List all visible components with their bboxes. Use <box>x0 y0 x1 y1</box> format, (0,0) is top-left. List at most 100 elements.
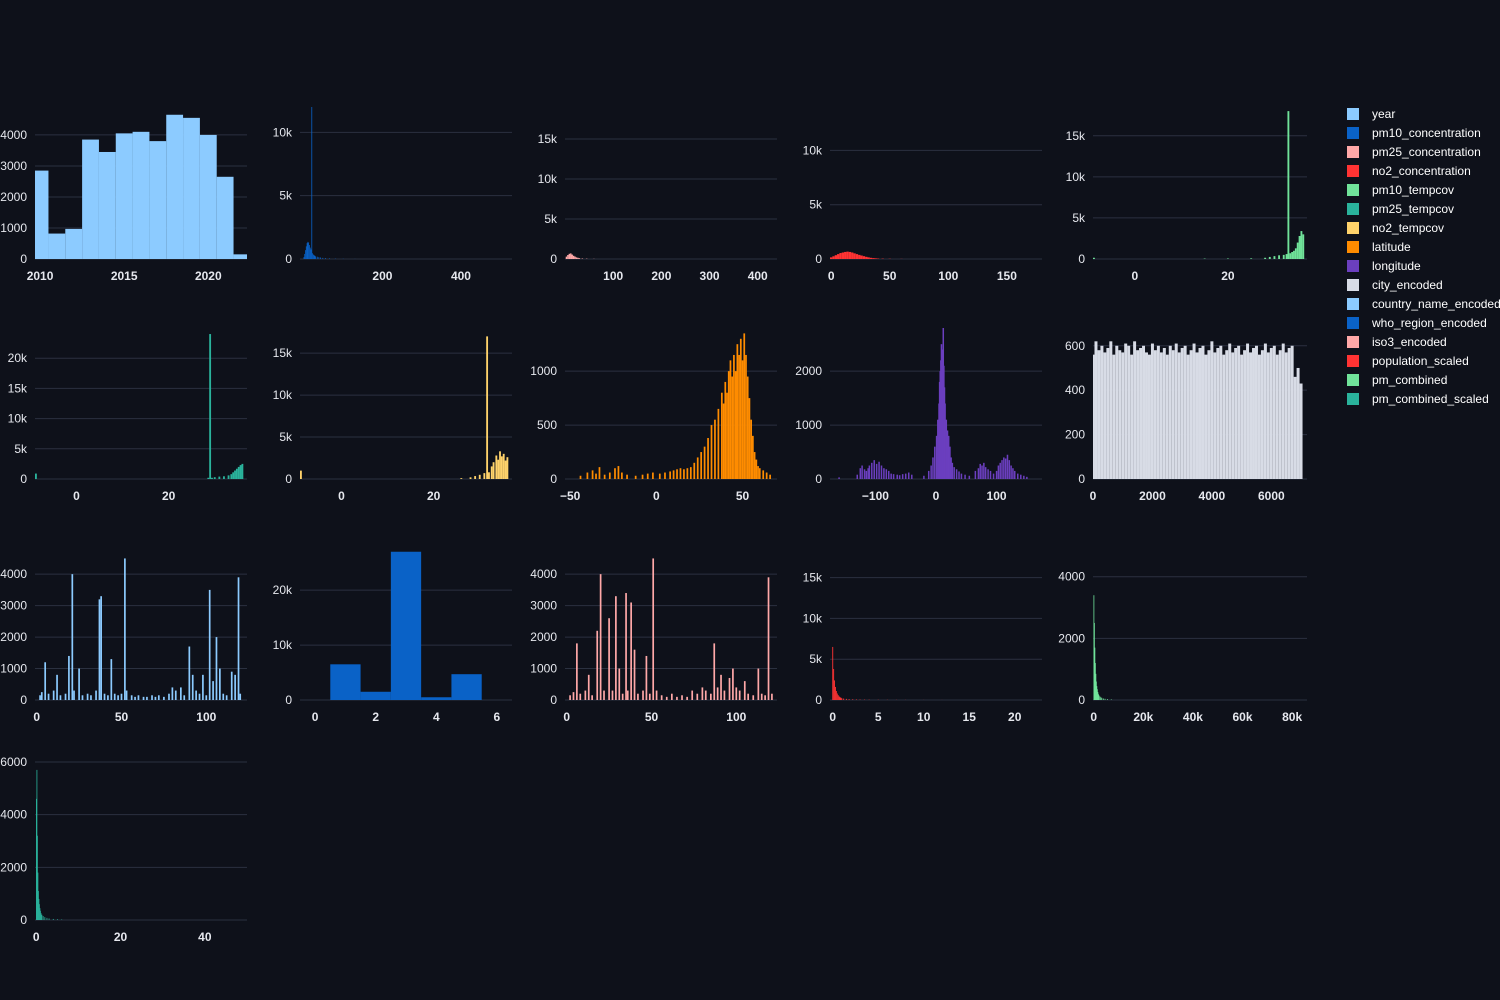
legend-item[interactable]: latitude <box>1347 240 1411 254</box>
histogram-bar <box>839 697 841 700</box>
histogram-bar <box>843 698 845 700</box>
histogram-bar <box>1250 258 1253 259</box>
y-tick-label: 2000 <box>530 630 557 644</box>
histogram-bar <box>748 398 751 479</box>
histogram-bar <box>307 241 309 259</box>
legend-item[interactable]: who_region_encoded <box>1347 316 1487 330</box>
y-tick-label: 4000 <box>0 808 27 822</box>
histogram-bar <box>1020 474 1022 479</box>
histogram-bar <box>860 255 863 259</box>
y-tick-label: 10k <box>1066 170 1086 184</box>
y-tick-label: 1000 <box>0 662 27 676</box>
histogram-bar <box>35 473 37 479</box>
histogram-bar <box>660 695 663 700</box>
histogram-bar <box>198 693 201 700</box>
x-tick-label: 100 <box>938 269 958 283</box>
histogram-bar <box>999 462 1001 479</box>
histogram-bar <box>840 697 842 700</box>
histogram-bar <box>834 255 838 259</box>
legend-item[interactable]: longitude <box>1347 259 1421 273</box>
histogram-bar <box>696 457 699 479</box>
histogram-bar <box>1257 354 1261 479</box>
legend-item[interactable]: pm10_tempcov <box>1347 183 1454 197</box>
legend-item[interactable]: year <box>1347 107 1395 121</box>
histogram-bar <box>1254 345 1258 479</box>
subplot-who-region-encoded: 0 10k 20k 0 2 4 6 <box>273 551 512 724</box>
histogram-bar <box>188 646 191 700</box>
histogram-bar <box>38 891 39 920</box>
histogram-bar <box>958 471 960 479</box>
histogram-bar <box>225 695 228 700</box>
legend-item[interactable]: country_name_encoded <box>1347 297 1500 311</box>
histogram-bar <box>98 599 101 700</box>
y-tick-label: 4000 <box>1058 570 1085 584</box>
legend-item[interactable]: no2_concentration <box>1347 164 1471 178</box>
y-tick-label: 0 <box>20 472 27 486</box>
histogram-bar <box>360 691 391 700</box>
legend-item[interactable]: population_scaled <box>1347 354 1469 368</box>
legend-item[interactable]: pm_combined_scaled <box>1347 392 1489 406</box>
histogram-bar <box>174 690 177 700</box>
x-tick-label: −50 <box>560 489 581 503</box>
y-tick-label: 1000 <box>795 418 822 432</box>
histogram-bar <box>679 468 682 479</box>
subplot-pm10-tempcov: 0 5k 10k 15k 0 20 <box>1066 111 1307 283</box>
histogram-bar <box>1296 367 1300 479</box>
histogram-bar <box>1266 352 1270 479</box>
legend[interactable]: year pm10_concentration pm25_concentration… <box>1347 107 1500 406</box>
subplot-longitude: 0 1000 2000 −100 0 100 <box>795 328 1042 503</box>
histogram-bar <box>608 472 611 479</box>
legend-swatch <box>1347 355 1359 367</box>
histogram-bar <box>142 696 145 700</box>
histogram-bar <box>845 698 847 700</box>
histogram-bar <box>1222 354 1226 479</box>
y-tick-label: 0 <box>815 693 822 707</box>
legend-item[interactable]: city_encoded <box>1347 278 1443 292</box>
histogram-bar <box>1282 254 1285 259</box>
legend-item[interactable]: iso3_encoded <box>1347 335 1447 349</box>
x-tick-label: 0 <box>33 710 40 724</box>
legend-label: longitude <box>1372 259 1421 273</box>
histogram-bar <box>312 253 313 259</box>
legend-swatch <box>1347 374 1359 386</box>
histogram-bar <box>691 690 694 700</box>
histogram-bar <box>1177 352 1181 479</box>
legend-item[interactable]: pm25_concentration <box>1347 145 1481 159</box>
x-tick-label: 0 <box>1132 269 1139 283</box>
histogram-bar <box>846 251 849 259</box>
histogram-bar <box>320 257 321 259</box>
y-tick-label: 4000 <box>530 567 557 581</box>
histogram-bar <box>48 918 50 920</box>
histogram-bar <box>717 408 720 479</box>
histogram-bar <box>584 690 587 700</box>
histogram-bar <box>315 256 317 259</box>
histogram-bar <box>570 253 572 259</box>
histogram-bar <box>693 462 696 479</box>
legend-item[interactable]: pm10_concentration <box>1347 126 1481 140</box>
histogram-bar <box>1115 345 1119 479</box>
histogram-bar <box>927 470 930 479</box>
legend-item[interactable]: pm25_tempcov <box>1347 202 1454 216</box>
y-tick-label: 15k <box>273 346 293 360</box>
legend-swatch <box>1347 241 1359 253</box>
histogram-bar <box>1296 242 1299 259</box>
histogram-bar <box>1278 350 1282 479</box>
y-tick-label: 2000 <box>0 630 27 644</box>
histogram-bar <box>1284 352 1288 479</box>
histogram-bar <box>944 403 946 479</box>
x-tick-label: 4 <box>433 710 440 724</box>
legend-swatch <box>1347 279 1359 291</box>
histogram-bar <box>37 835 38 920</box>
histogram-bar <box>38 898 40 920</box>
histogram-bar <box>1100 345 1104 479</box>
histogram-bar <box>71 574 74 700</box>
histogram-bar <box>621 472 623 479</box>
y-tick-label: 0 <box>550 252 557 266</box>
legend-item[interactable]: no2_tempcov <box>1347 221 1444 235</box>
histogram-bar <box>755 459 758 479</box>
histogram-bar <box>215 637 218 700</box>
histogram-bar <box>771 693 773 700</box>
histogram-bar <box>64 693 67 700</box>
legend-item[interactable]: pm_combined <box>1347 373 1447 387</box>
histogram-bar <box>168 693 170 700</box>
